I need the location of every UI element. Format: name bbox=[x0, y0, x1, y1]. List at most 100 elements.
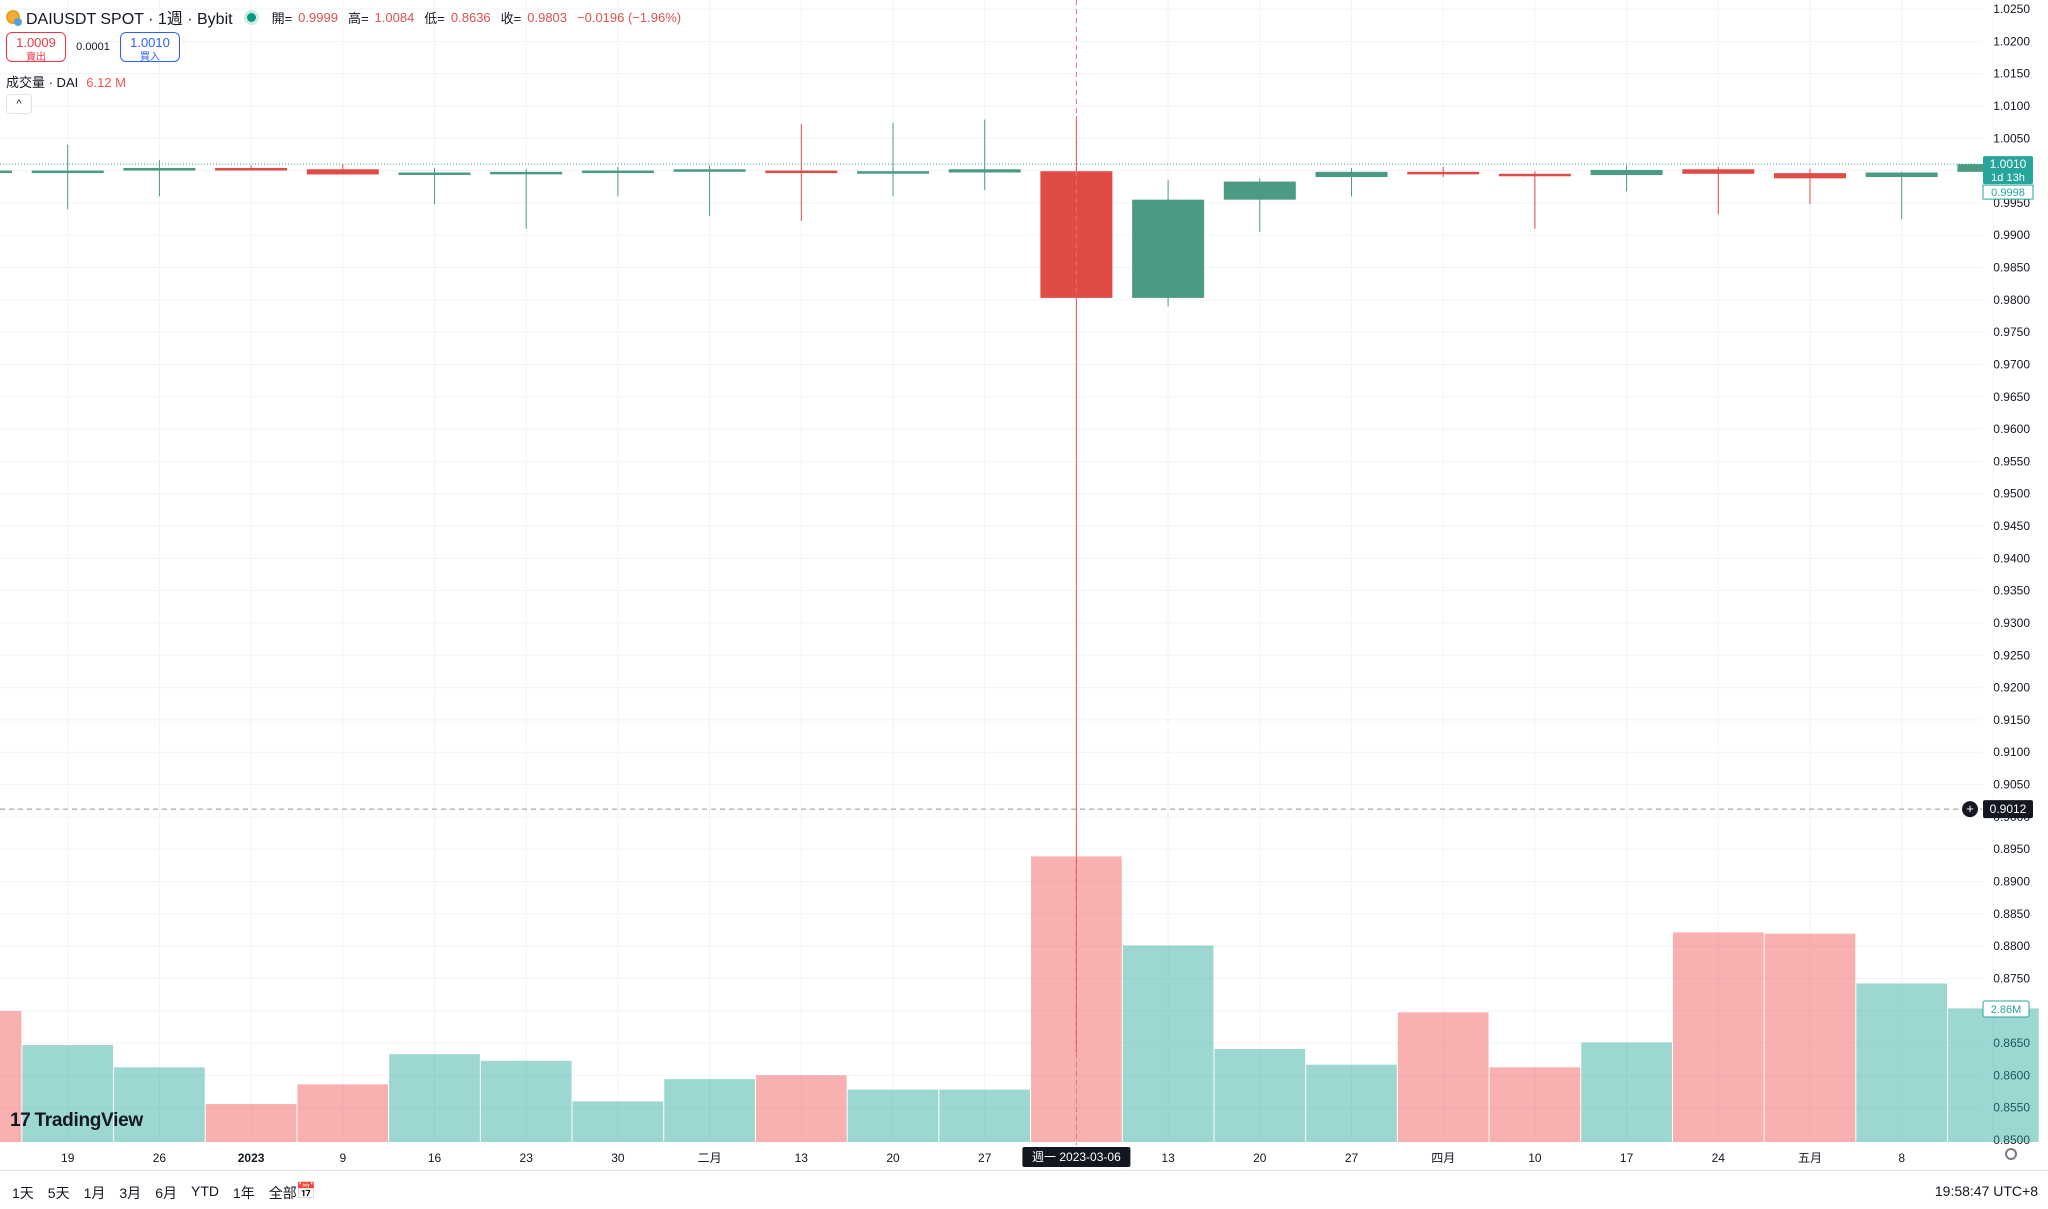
y-tick-label: 0.9400 bbox=[1993, 551, 2030, 565]
range-5d[interactable]: 5天 bbox=[47, 1185, 70, 1201]
volume-bar bbox=[1581, 1042, 1672, 1142]
candle-body[interactable] bbox=[948, 169, 1021, 173]
buy-label: 買入 bbox=[140, 52, 160, 63]
x-tick-label: 17 bbox=[1620, 1151, 1634, 1165]
last-price-label: 1.0010 bbox=[1990, 157, 2027, 171]
y-tick-label: 0.8650 bbox=[1993, 1036, 2030, 1050]
x-tick-label: 20 bbox=[1253, 1151, 1267, 1165]
y-tick-label: 0.9200 bbox=[1993, 681, 2030, 695]
x-tick-label: 13 bbox=[1161, 1151, 1175, 1165]
tradingview-logo[interactable]: 17 TradingView bbox=[10, 1110, 143, 1132]
x-tick-label: 27 bbox=[1345, 1151, 1359, 1165]
y-tick-label: 0.8850 bbox=[1993, 907, 2030, 921]
close-label: 收= bbox=[500, 10, 522, 26]
y-tick-label: 0.9800 bbox=[1993, 293, 2030, 307]
plus-icon: + bbox=[1966, 801, 1974, 816]
x-tick-label: 8 bbox=[1898, 1151, 1905, 1165]
x-tick-label: 16 bbox=[428, 1151, 442, 1165]
candle-body[interactable] bbox=[215, 167, 288, 171]
buy-button[interactable]: 1.0010 買入 bbox=[120, 32, 180, 63]
candle-body[interactable] bbox=[1498, 173, 1571, 177]
tradingview-logo-text: TradingView bbox=[34, 1110, 144, 1131]
add-alert-icon[interactable] bbox=[1962, 801, 1978, 818]
high-label: 高= bbox=[347, 10, 369, 26]
symbol-title[interactable]: DAIUSDT SPOT · 1週 · Bybit bbox=[26, 11, 233, 28]
volume-bar bbox=[1672, 932, 1764, 1142]
low-value: 0.8636 bbox=[450, 9, 491, 25]
range-ytd[interactable]: YTD bbox=[190, 1183, 219, 1199]
volume-legend[interactable]: 成交量 · DAI 6.12 M bbox=[6, 72, 126, 91]
ask-price-label: 0.9998 bbox=[1991, 187, 2025, 199]
y-tick-label: 0.9650 bbox=[1993, 390, 2030, 404]
volume-bar bbox=[939, 1089, 1031, 1142]
volume-bar bbox=[114, 1067, 205, 1142]
symbol-legend: DAIUSDT SPOT · 1週 · Bybit 開= 0.9999 高= 1.0… bbox=[6, 6, 681, 28]
volume-bar bbox=[755, 1075, 847, 1142]
x-tick-label: 10 bbox=[1528, 1151, 1542, 1165]
candle-body[interactable] bbox=[31, 170, 104, 174]
range-1y[interactable]: 1年 bbox=[232, 1185, 255, 1201]
candle-body[interactable] bbox=[1774, 173, 1846, 179]
y-tick-label: 0.9600 bbox=[1993, 422, 2030, 436]
x-tick-label: 23 bbox=[520, 1151, 534, 1165]
volume-bar bbox=[1489, 1067, 1581, 1142]
range-all[interactable]: 全部 bbox=[268, 1185, 297, 1201]
volume-bar bbox=[1122, 945, 1214, 1142]
candle-body[interactable] bbox=[1682, 169, 1755, 174]
crosshair-date-label: 週一 2023-03-06 bbox=[1032, 1150, 1121, 1164]
dai-coin-icon bbox=[6, 10, 22, 26]
candle-body[interactable] bbox=[1223, 181, 1296, 200]
candle-body[interactable] bbox=[1407, 171, 1480, 175]
candle-body[interactable] bbox=[123, 167, 196, 171]
range-1m[interactable]: 1月 bbox=[83, 1185, 106, 1201]
x-tick-label: 13 bbox=[795, 1151, 809, 1165]
range-selector: 1天 5天 1月 3月 6月 YTD 1年 全部 bbox=[6, 1181, 303, 1205]
candle-body[interactable] bbox=[1315, 171, 1388, 178]
x-tick-label: 30 bbox=[611, 1151, 625, 1165]
bar-countdown-label: 1d 13h bbox=[1991, 172, 2025, 184]
y-tick-label: 0.8750 bbox=[1993, 971, 2030, 985]
volume-bar bbox=[389, 1054, 480, 1142]
range-3m[interactable]: 3月 bbox=[119, 1185, 142, 1201]
candle-body[interactable] bbox=[581, 170, 654, 174]
buy-price: 1.0010 bbox=[130, 35, 170, 50]
volume-bar bbox=[1764, 933, 1856, 1142]
candle-body[interactable] bbox=[1865, 172, 1938, 178]
y-tick-label: 0.9500 bbox=[1993, 487, 2030, 501]
candle-body[interactable] bbox=[1590, 169, 1663, 176]
candle-body[interactable] bbox=[857, 171, 929, 174]
y-tick-label: 0.9050 bbox=[1993, 778, 2030, 792]
candle-body[interactable] bbox=[306, 169, 379, 175]
chevron-up-icon[interactable]: ^ bbox=[6, 94, 32, 114]
range-1d[interactable]: 1天 bbox=[12, 1185, 34, 1201]
volume-bar bbox=[1948, 1008, 2039, 1142]
volume-last-label: 2.86M bbox=[1991, 1004, 2022, 1016]
candle-body[interactable] bbox=[0, 170, 12, 174]
x-tick-label: 27 bbox=[978, 1151, 992, 1165]
volume-bar bbox=[572, 1101, 664, 1142]
sell-button[interactable]: 1.0009 賣出 bbox=[6, 32, 66, 63]
crosshair-date-tag bbox=[1022, 1147, 1131, 1167]
candle-body[interactable] bbox=[765, 170, 838, 174]
x-tick-label: 19 bbox=[61, 1151, 75, 1165]
clock-timezone[interactable]: 19:58:47 UTC+8 bbox=[1934, 1183, 2038, 1199]
y-tick-label: 0.9850 bbox=[1993, 261, 2030, 275]
y-tick-label: 0.9250 bbox=[1993, 648, 2030, 662]
candle-body[interactable] bbox=[1132, 199, 1205, 298]
y-tick-label: 0.8900 bbox=[1993, 874, 2030, 888]
range-6m[interactable]: 6月 bbox=[155, 1185, 177, 1201]
candle-body[interactable] bbox=[490, 171, 563, 175]
y-tick-label: 1.0150 bbox=[1993, 67, 2030, 81]
y-tick-label: 0.9700 bbox=[1993, 357, 2030, 371]
sell-label: 賣出 bbox=[26, 52, 46, 63]
open-value: 0.9999 bbox=[298, 9, 338, 25]
candle-body[interactable] bbox=[673, 169, 746, 172]
volume-bar bbox=[1856, 983, 1948, 1142]
x-tick-label: 五月 bbox=[1798, 1151, 1822, 1165]
candle-body[interactable] bbox=[398, 172, 471, 176]
crosshair-price-label: 0.9012 bbox=[1990, 802, 2027, 816]
gear-icon[interactable] bbox=[2005, 1148, 2017, 1160]
calendar-goto-icon[interactable]: 📅 bbox=[296, 1183, 316, 1200]
